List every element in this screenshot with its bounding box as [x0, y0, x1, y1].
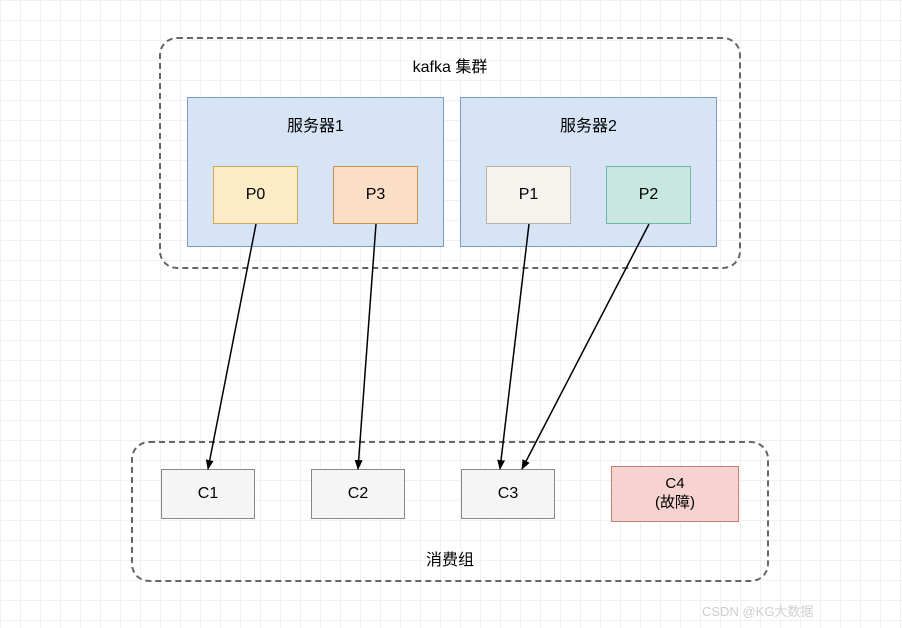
consumer-c1-label: C1	[198, 485, 218, 503]
consumer-group-title: 消费组	[426, 546, 474, 570]
consumer-c1: C1	[161, 469, 255, 519]
partition-p1-label: P1	[519, 186, 539, 204]
partition-p3: P3	[333, 166, 418, 224]
server-1-title: 服务器1	[287, 112, 344, 136]
cluster-title: kafka 集群	[413, 53, 488, 77]
partition-p3-label: P3	[366, 186, 386, 204]
watermark: CSDN @KG大数据	[702, 601, 813, 620]
consumer-c4-label: C4 (故障)	[655, 475, 695, 513]
consumer-c4-fault: C4 (故障)	[611, 466, 739, 522]
server-2-title: 服务器2	[560, 112, 617, 136]
partition-p1: P1	[486, 166, 571, 224]
partition-p0-label: P0	[246, 186, 266, 204]
partition-p2: P2	[606, 166, 691, 224]
consumer-c2-label: C2	[348, 485, 368, 503]
consumer-c3: C3	[461, 469, 555, 519]
consumer-c3-label: C3	[498, 485, 518, 503]
partition-p2-label: P2	[639, 186, 659, 204]
consumer-c2: C2	[311, 469, 405, 519]
partition-p0: P0	[213, 166, 298, 224]
